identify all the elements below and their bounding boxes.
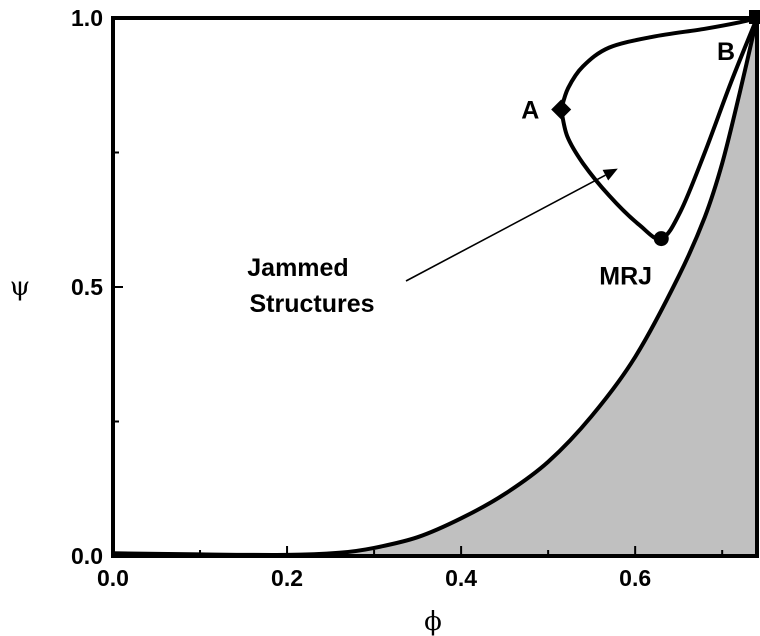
upper-branch-curve (559, 16, 759, 112)
shaded-region (113, 18, 757, 556)
x-tick-label: 0.2 (271, 565, 303, 591)
axis-ticks (112, 17, 724, 557)
lower-boundary-curve (111, 16, 759, 557)
x-tick-label: 0.6 (619, 565, 651, 591)
annotation-arrowhead (602, 168, 618, 181)
annotation-jammed: Jammed (247, 254, 348, 282)
point-label-a: A (521, 96, 539, 124)
annotation-arrow (405, 174, 606, 282)
x-axis-label: ϕ (424, 607, 442, 636)
y-tick-label: 0.0 (71, 543, 103, 569)
y-tick-label: 0.5 (71, 274, 103, 300)
marker-a (551, 99, 572, 120)
marker-mrj (653, 231, 669, 247)
annotation-structures: Structures (249, 290, 374, 318)
x-tick-label: 0.0 (97, 565, 129, 591)
marker-b (749, 10, 760, 24)
y-tick-label: 1.0 (71, 5, 103, 31)
y-axis-label: ψ (10, 272, 30, 302)
point-label-b: B (717, 38, 735, 66)
x-tick-label: 0.4 (445, 565, 477, 591)
point-markers (551, 10, 760, 247)
point-label-mrj: MRJ (599, 263, 652, 291)
